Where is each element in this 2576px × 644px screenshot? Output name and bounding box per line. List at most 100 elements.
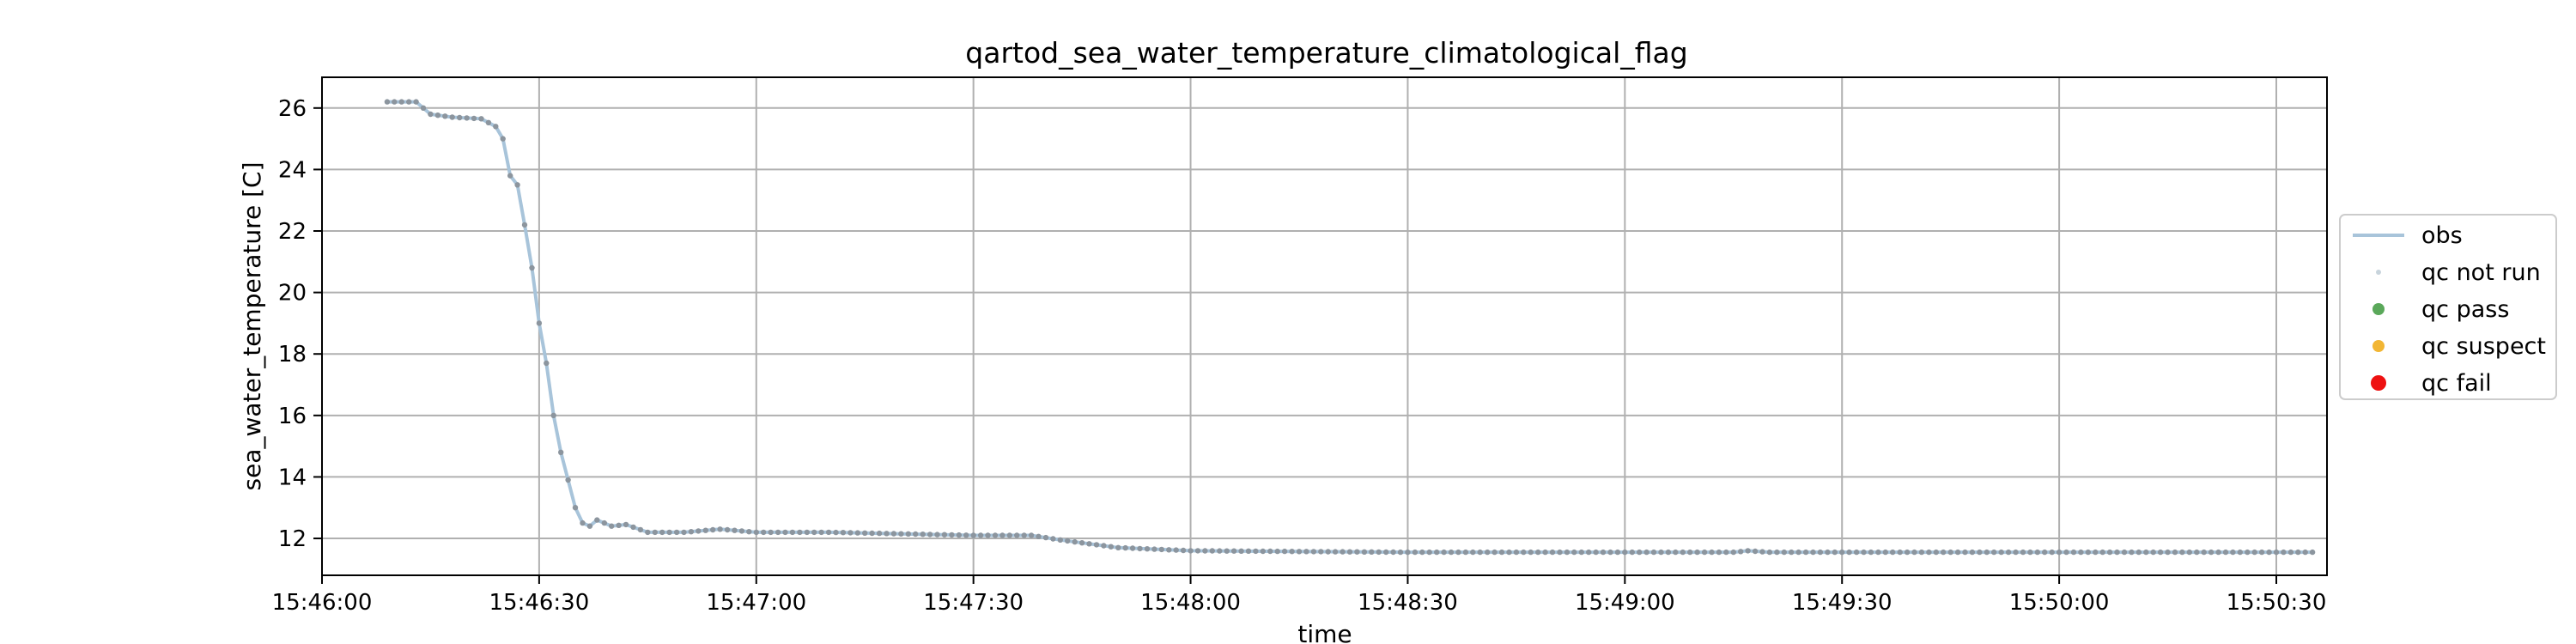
data-point xyxy=(1238,548,1244,554)
data-point xyxy=(1947,549,1953,556)
data-point xyxy=(920,532,926,538)
plot-frame xyxy=(321,76,2328,576)
data-point xyxy=(1528,549,1534,556)
y-tick-label: 14 xyxy=(278,465,307,490)
legend-dot-marker xyxy=(2371,375,2386,391)
data-point xyxy=(1701,549,1708,556)
data-point xyxy=(1202,548,1208,554)
data-point xyxy=(1802,549,1809,556)
x-tick-label: 15:47:00 xyxy=(706,590,806,616)
data-point xyxy=(1846,549,1852,556)
data-point xyxy=(1188,548,1194,554)
data-point xyxy=(1498,549,1505,556)
data-point xyxy=(2121,549,2128,556)
data-point xyxy=(1614,549,1621,556)
data-point xyxy=(493,124,499,130)
data-point xyxy=(2251,549,2257,556)
data-point xyxy=(637,526,644,533)
legend-box xyxy=(2339,214,2557,400)
data-point xyxy=(1542,549,1548,556)
data-point xyxy=(413,99,419,105)
data-point xyxy=(406,99,412,105)
data-point xyxy=(2070,549,2077,556)
data-point xyxy=(876,530,883,537)
data-point xyxy=(2049,549,2055,556)
data-point xyxy=(2287,549,2294,556)
data-point xyxy=(457,114,463,121)
data-point xyxy=(825,529,832,536)
data-point xyxy=(652,529,658,536)
legend-item: qc not run xyxy=(2376,259,2541,286)
data-point xyxy=(1412,549,1419,556)
data-point xyxy=(645,529,651,536)
data-point xyxy=(1369,549,1375,555)
data-point xyxy=(1861,549,1867,556)
data-point xyxy=(999,532,1005,538)
data-point xyxy=(811,529,817,536)
data-point xyxy=(2078,549,2084,556)
data-point xyxy=(1346,549,1353,555)
data-point xyxy=(673,529,680,536)
data-point xyxy=(1426,549,1432,556)
data-point xyxy=(616,522,622,528)
data-point xyxy=(1564,549,1571,556)
data-point xyxy=(1709,549,1715,556)
data-point xyxy=(681,529,687,536)
data-point xyxy=(1397,549,1404,556)
data-point xyxy=(2201,549,2207,556)
data-point xyxy=(1962,549,1968,556)
data-point xyxy=(550,412,556,418)
data-point xyxy=(2237,549,2243,556)
data-point xyxy=(1817,549,1824,556)
data-point xyxy=(1245,548,1252,554)
data-point xyxy=(1825,549,1831,556)
data-point xyxy=(1115,544,1121,550)
data-point xyxy=(478,116,484,122)
data-point xyxy=(956,532,963,538)
data-point xyxy=(1781,549,1787,556)
data-point xyxy=(2215,549,2221,556)
data-point xyxy=(558,449,564,455)
y-tick-label: 12 xyxy=(278,526,307,552)
data-point xyxy=(609,523,615,529)
data-point xyxy=(746,529,752,535)
y-tick-label: 20 xyxy=(278,281,307,307)
data-point xyxy=(1557,549,1563,556)
data-point xyxy=(464,115,470,121)
qc-not-run-points xyxy=(384,99,2316,556)
data-point xyxy=(1340,549,1346,555)
x-axis: 15:46:00 15:46:30 15:47:00 15:47:30 15:48:00… xyxy=(272,575,2326,616)
data-point xyxy=(2302,549,2308,556)
x-tick-label: 15:46:00 xyxy=(272,590,373,616)
data-point xyxy=(1144,546,1151,552)
y-tick-label: 22 xyxy=(278,219,307,245)
legend-item: qc fail xyxy=(2371,370,2492,397)
data-point xyxy=(586,523,593,529)
data-point xyxy=(977,532,984,538)
data-point xyxy=(2309,549,2316,556)
data-point xyxy=(985,532,991,538)
data-point xyxy=(753,529,759,536)
data-point xyxy=(630,524,636,531)
data-point xyxy=(1086,541,1092,547)
data-point xyxy=(449,114,455,120)
data-point xyxy=(797,529,803,536)
legend: obs qc not run qc pass qc suspect qc fail xyxy=(2339,214,2557,400)
x-tick-label: 15:50:00 xyxy=(2009,590,2110,616)
data-point xyxy=(941,532,948,538)
data-point xyxy=(1832,549,1838,556)
data-point xyxy=(514,182,520,188)
data-point xyxy=(1122,544,1128,551)
data-point xyxy=(913,531,919,538)
data-point xyxy=(1230,548,1237,554)
data-point xyxy=(1745,548,1751,554)
data-point xyxy=(1926,549,1932,556)
data-point xyxy=(1890,549,1896,556)
legend-item: obs xyxy=(2353,222,2463,249)
data-point xyxy=(434,112,441,118)
data-point xyxy=(1042,534,1049,541)
data-point xyxy=(565,477,571,483)
data-point xyxy=(1586,549,1592,556)
data-point xyxy=(500,136,506,142)
